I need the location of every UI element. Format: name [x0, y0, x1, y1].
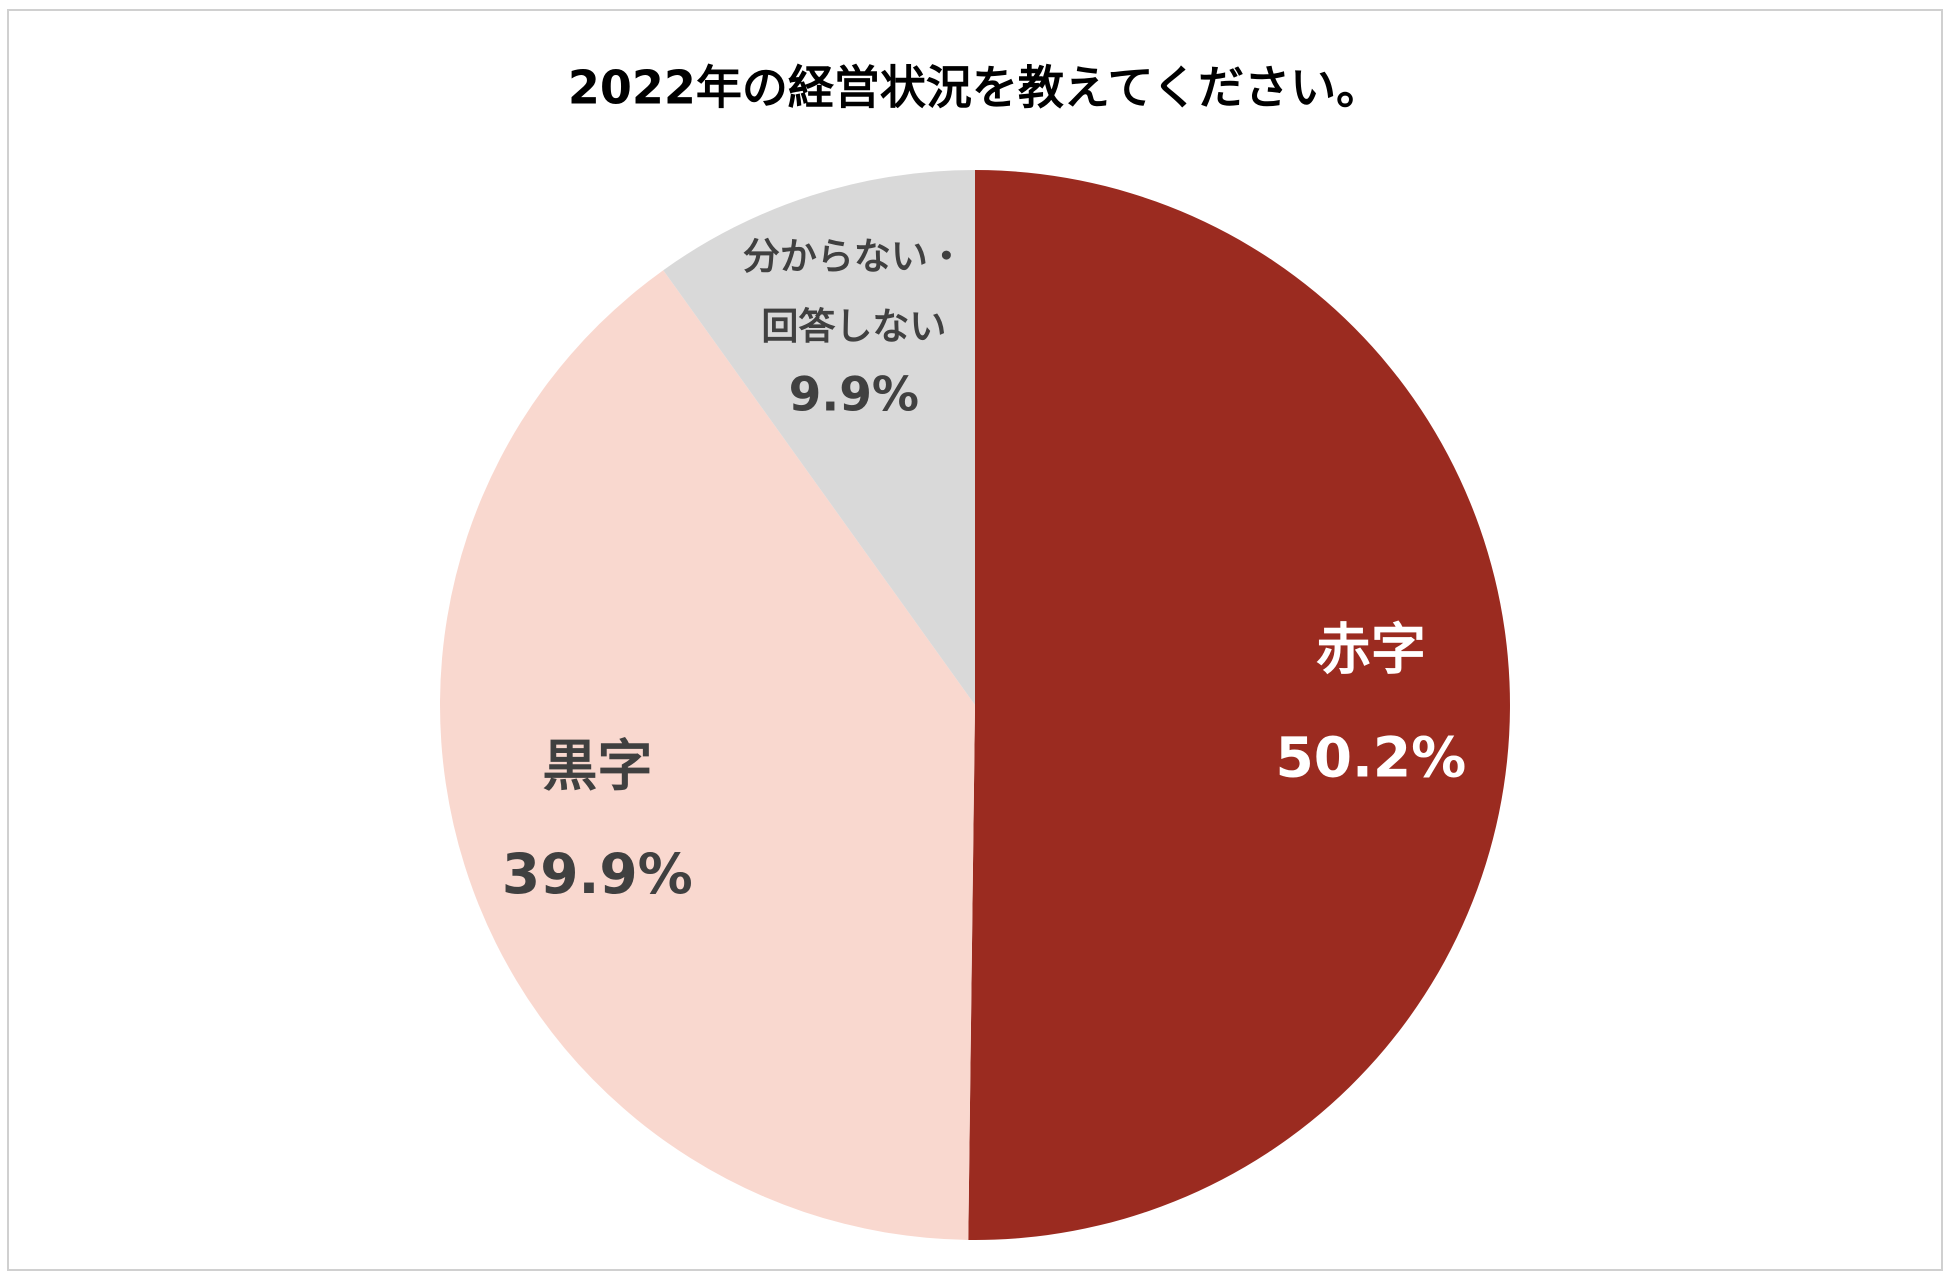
pie-slice: [968, 170, 1510, 1240]
slice-value-label: 39.9%: [502, 842, 693, 906]
slice-value-label: 9.9%: [789, 368, 919, 423]
slice-category-label: 赤字: [1316, 618, 1426, 682]
slice-category-label: 黒字: [542, 734, 652, 798]
pie-slice: [663, 170, 975, 705]
slice-category-label: 分からない・回答しない: [743, 235, 965, 348]
slice-value-label: 50.2%: [1275, 726, 1466, 790]
chart-title: 2022年の経営状況を教えてください。: [568, 61, 1382, 115]
pie-slice: [439, 270, 976, 1240]
